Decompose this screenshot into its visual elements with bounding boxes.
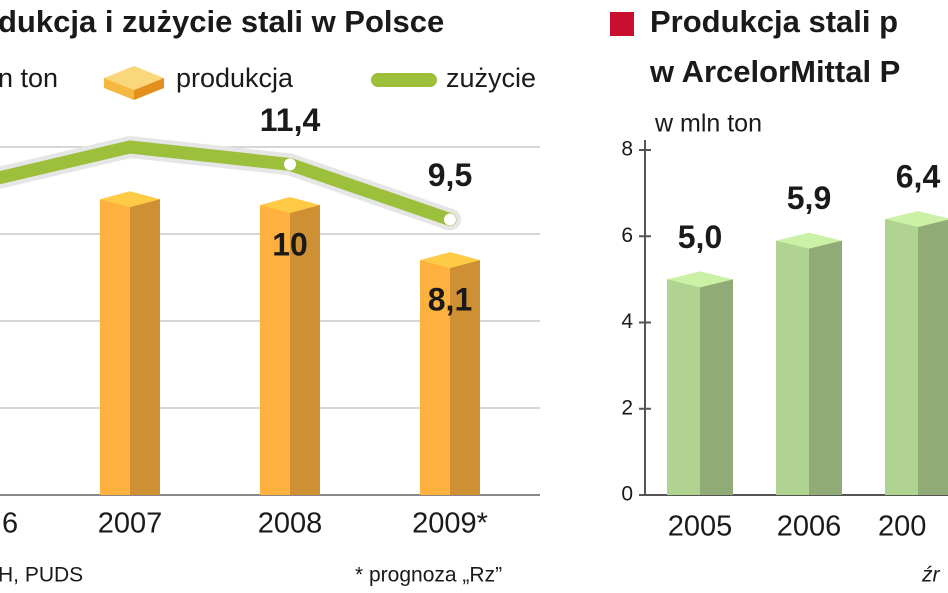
bar-top: [260, 197, 320, 213]
note: * prognoza „Rz”: [355, 564, 502, 587]
value-label: 6,4: [896, 158, 941, 194]
bar: [776, 240, 809, 495]
y-tick-label: 0: [621, 483, 633, 506]
bar-side: [450, 260, 480, 495]
bar-top: [885, 211, 948, 227]
x-tick-label: 200: [878, 511, 926, 543]
bar-top: [420, 252, 480, 269]
y-tick-label: 2: [621, 396, 633, 419]
bar: [885, 219, 918, 495]
bar-top: [100, 191, 160, 208]
source: H, PUDS: [0, 564, 83, 587]
line-point: [444, 213, 456, 226]
legend-label: zużycie: [446, 63, 536, 93]
legend-icon: [104, 78, 134, 100]
chart-title: Produkcja stali p: [650, 4, 898, 39]
bar-top: [776, 232, 842, 249]
chart-title: dukcja i zużycie stali w Polsce: [0, 4, 444, 39]
value-label: 11,4: [260, 102, 321, 138]
bar-side: [918, 219, 948, 495]
chart-subtitle: w ArcelorMittal P: [649, 54, 900, 89]
x-tick-label: 2005: [668, 511, 733, 543]
x-tick-label: 2008: [258, 508, 323, 540]
line-point: [284, 158, 296, 171]
value-label: 9,5: [428, 157, 472, 193]
value-label: 5,0: [678, 219, 722, 255]
bar-side: [130, 199, 160, 495]
x-tick-label: 2009*: [412, 508, 488, 540]
bar-side: [290, 205, 320, 495]
y-tick-label: 4: [621, 310, 633, 333]
bar-side: [700, 279, 733, 495]
legend-icon: [134, 78, 164, 100]
chart-subtitle: n ton: [0, 63, 58, 93]
bar: [420, 260, 450, 495]
y-tick-label: 6: [621, 224, 633, 247]
bar-side: [809, 240, 842, 495]
line: [0, 140, 457, 226]
bar: [260, 205, 290, 495]
x-tick-label: 2007: [98, 508, 163, 540]
y-tick-label: 8: [621, 138, 633, 161]
bar-top: [667, 271, 733, 288]
value-label: 8,1: [428, 282, 472, 318]
bar: [667, 279, 700, 495]
x-tick-label: 6: [2, 508, 18, 540]
legend: produkcja zużycie: [104, 63, 536, 100]
title-marker: [610, 12, 634, 36]
source: źr: [921, 564, 941, 587]
value-label: 10: [272, 226, 308, 262]
value-label: 5,9: [787, 180, 831, 216]
axis-label: w mln ton: [654, 110, 762, 138]
bar: [100, 199, 130, 495]
legend-label: produkcja: [176, 63, 294, 93]
x-tick-label: 2006: [777, 511, 842, 543]
